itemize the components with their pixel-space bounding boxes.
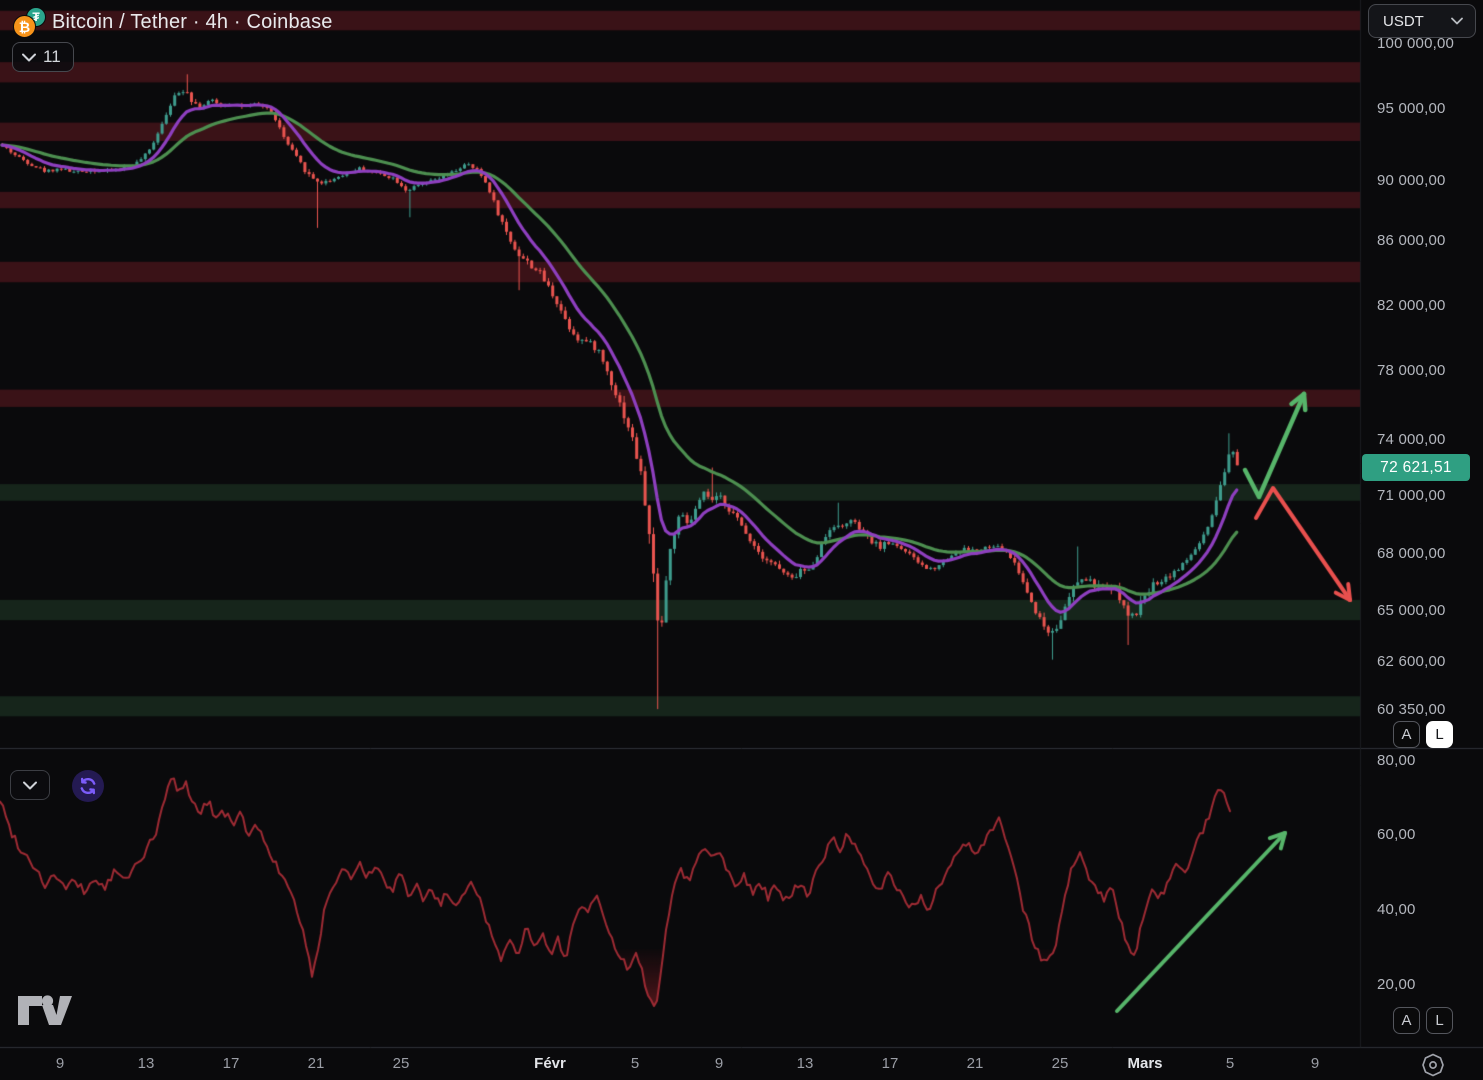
currency-selected-value: USDT <box>1383 12 1424 30</box>
rsi-scale-auto-button[interactable]: A <box>1393 1007 1420 1034</box>
price-axis-label: 60 350,00 <box>1377 701 1446 718</box>
price-axis-label: 82 000,00 <box>1377 297 1446 314</box>
sync-refresh-icon[interactable] <box>72 770 104 802</box>
time-axis-label: 9 <box>1310 1055 1320 1072</box>
time-axis-label: 17 <box>222 1055 240 1072</box>
symbol-header[interactable]: ₮ ₿ Bitcoin / Tether · 4h · Coinbase <box>8 4 333 40</box>
time-axis-label: 25 <box>392 1055 410 1072</box>
indicators-count: 11 <box>43 47 61 66</box>
time-axis-label: 5 <box>630 1055 640 1072</box>
symbol-logos: ₮ ₿ <box>8 5 46 39</box>
time-axis-label: 13 <box>796 1055 814 1072</box>
chevron-down-icon <box>22 53 36 62</box>
time-axis[interactable]: 9 13 17 21 25 Févr 5 9 13 17 21 25 Mars 5 9 <box>0 1048 1483 1080</box>
timezone-settings-icon[interactable] <box>1419 1051 1447 1078</box>
rsi-axis-label: 20,00 <box>1377 976 1416 993</box>
bitcoin-coin-icon: ₿ <box>13 15 36 38</box>
currency-selector[interactable]: USDT <box>1368 4 1476 38</box>
price-axis-label: 95 000,00 <box>1377 100 1446 117</box>
time-axis-label: 9 <box>55 1055 65 1072</box>
rsi-legend-toggle[interactable] <box>10 770 50 800</box>
price-scale-log-button[interactable]: L <box>1426 721 1453 748</box>
rsi-axis-label: 60,00 <box>1377 826 1416 843</box>
price-axis[interactable]: 100 000,00 95 000,00 90 000,00 86 000,00 82 … <box>1360 0 1483 1047</box>
price-axis-label: 65 000,00 <box>1377 602 1446 619</box>
rsi-axis[interactable]: 80,00 60,00 40,00 20,00 <box>1360 748 1483 1047</box>
price-axis-label: 86 000,00 <box>1377 232 1446 249</box>
price-axis-label: 62 600,00 <box>1377 653 1446 670</box>
price-axis-label: 68 000,00 <box>1377 545 1446 562</box>
time-axis-label: 17 <box>881 1055 899 1072</box>
time-axis-label: Mars <box>1127 1055 1163 1072</box>
rsi-scale-log-button[interactable]: L <box>1426 1007 1453 1034</box>
time-axis-label: 21 <box>307 1055 325 1072</box>
indicators-legend-toggle[interactable]: 11 <box>12 42 74 72</box>
chevron-down-icon <box>1451 17 1463 25</box>
rsi-axis-label: 40,00 <box>1377 901 1416 918</box>
price-scale-auto-button[interactable]: A <box>1393 721 1420 748</box>
price-axis-label: 74 000,00 <box>1377 431 1446 448</box>
rsi-axis-label: 80,00 <box>1377 752 1416 769</box>
symbol-title: Bitcoin / Tether · 4h · Coinbase <box>52 10 333 33</box>
price-axis-label: 100 000,00 <box>1377 35 1455 52</box>
time-axis-label: 9 <box>714 1055 724 1072</box>
current-price-badge: 72 621,51 <box>1362 454 1470 481</box>
time-axis-label: 25 <box>1051 1055 1069 1072</box>
time-axis-label: 13 <box>137 1055 155 1072</box>
time-axis-label: Févr <box>534 1055 566 1072</box>
time-axis-label: 21 <box>966 1055 984 1072</box>
tradingview-logo[interactable] <box>16 993 74 1034</box>
chevron-down-icon <box>23 781 37 790</box>
price-axis-label: 78 000,00 <box>1377 362 1446 379</box>
time-axis-label: 5 <box>1225 1055 1235 1072</box>
price-axis-label: 71 000,00 <box>1377 487 1446 504</box>
price-axis-label: 90 000,00 <box>1377 172 1446 189</box>
